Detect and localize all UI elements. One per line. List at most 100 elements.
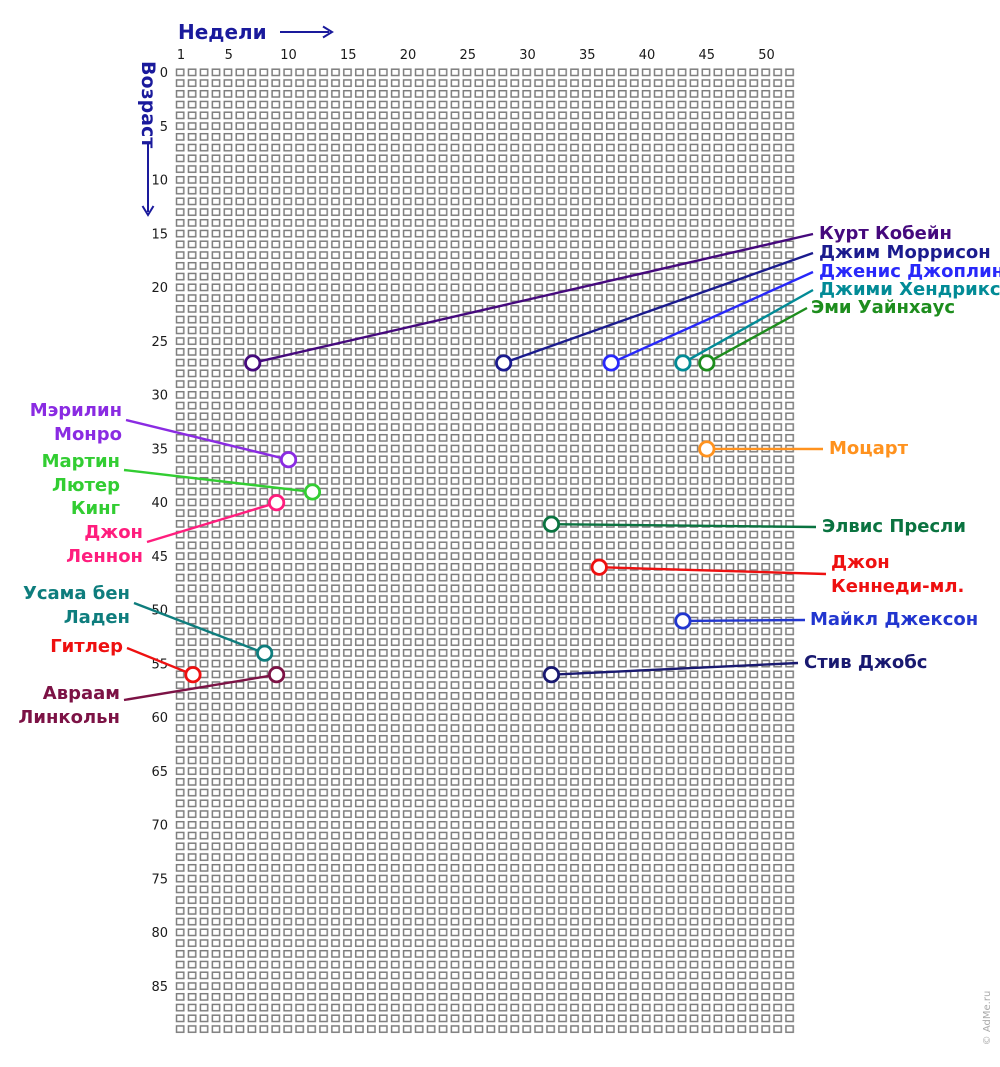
y-tick-20: 20 — [151, 281, 168, 296]
y-tick-45: 45 — [151, 550, 168, 565]
death-marker — [542, 666, 561, 684]
death-marker — [267, 494, 286, 512]
leader-line — [146, 501, 277, 544]
x-tick-1: 1 — [177, 48, 185, 63]
x-tick-40: 40 — [639, 48, 656, 63]
x-tick-15: 15 — [340, 48, 357, 63]
x-tick-25: 25 — [460, 48, 477, 63]
person-label-line: Моцарт — [829, 438, 909, 459]
person-label: Майкл Джексон — [810, 608, 978, 632]
person-label-line: Мэрилин — [29, 400, 122, 421]
x-axis-title: Недели — [178, 20, 337, 44]
person-label: Мэрилин Монро — [30, 399, 122, 446]
leader-line — [551, 523, 817, 529]
watermark: © AdMe.ru — [982, 990, 993, 1046]
leader-line — [706, 306, 808, 365]
person-label-line: Курт Кобейн — [819, 223, 952, 244]
x-axis-title-text: Недели — [178, 20, 267, 44]
leader-lines — [123, 232, 827, 702]
y-tick-35: 35 — [151, 442, 168, 457]
person-label-line: Авраам — [42, 683, 120, 704]
leader-line — [503, 251, 814, 365]
leader-line — [252, 232, 814, 365]
person-label: Моцарт — [829, 437, 908, 461]
person-label: Джон Кеннеди-мл. — [831, 551, 964, 598]
death-marker — [184, 666, 202, 684]
person-label-line: Джон — [84, 522, 143, 543]
y-tick-15: 15 — [151, 227, 168, 242]
person-label: Курт Кобейн — [819, 222, 952, 246]
person-label-line: Джими Хендрикс — [819, 279, 1000, 300]
leader-line — [551, 661, 799, 676]
x-tick-30: 30 — [519, 48, 536, 63]
death-marker — [602, 354, 620, 372]
y-tick-75: 75 — [151, 872, 168, 887]
death-marker — [698, 440, 716, 458]
x-tick-5: 5 — [225, 48, 233, 63]
person-label-line: Кеннеди-мл. — [831, 575, 965, 597]
y-tick-0: 0 — [160, 66, 168, 81]
person-label: Дженис Джоплин — [819, 260, 1000, 284]
y-tick-55: 55 — [151, 657, 168, 672]
leader-line — [126, 646, 194, 676]
leader-line — [682, 288, 814, 364]
x-tick-35: 35 — [579, 48, 596, 63]
death-marker — [542, 515, 561, 533]
y-tick-60: 60 — [151, 711, 168, 726]
down-arrow-icon — [141, 143, 155, 217]
person-label-line: Эми Уайнхаус — [811, 297, 956, 318]
person-label: Мартин Лютер Кинг — [42, 450, 120, 521]
person-label-line: Джон — [831, 552, 890, 573]
death-markers — [184, 354, 716, 684]
leader-line — [682, 618, 806, 623]
person-label-line: Ладен — [63, 606, 130, 628]
person-label-line: Линкольн — [18, 706, 120, 728]
person-label-line: Дженис Джоплин — [819, 261, 1000, 282]
y-tick-5: 5 — [160, 120, 168, 135]
person-label: Эми Уайнхаус — [811, 296, 955, 320]
person-label-line: Монро — [54, 423, 122, 445]
leader-line — [610, 270, 814, 365]
person-label: Джим Моррисон — [819, 241, 991, 265]
person-label-line: Лютер — [52, 474, 120, 496]
y-tick-65: 65 — [151, 765, 168, 780]
x-tick-10: 10 — [280, 48, 297, 63]
person-label-line: Стив Джобс — [804, 652, 928, 673]
person-label: Стив Джобс — [804, 651, 927, 675]
leader-line — [599, 566, 827, 576]
person-label: Джими Хендрикс — [819, 278, 1000, 302]
y-tick-80: 80 — [151, 926, 168, 941]
person-label-line: Элвис Пресли — [822, 516, 966, 537]
x-tick-45: 45 — [699, 48, 716, 63]
death-marker — [303, 483, 322, 501]
y-tick-25: 25 — [151, 335, 168, 350]
person-label-line: Кинг — [70, 498, 120, 519]
death-marker — [256, 644, 274, 662]
leader-line — [133, 601, 266, 655]
person-label-line: Джим Моррисон — [819, 242, 991, 263]
y-tick-40: 40 — [151, 496, 168, 511]
person-label-line: Мартин — [41, 451, 120, 472]
person-label-line: Майкл Джексон — [810, 609, 979, 630]
leader-line — [123, 468, 313, 494]
death-marker — [698, 354, 716, 372]
right-arrow-icon — [279, 25, 334, 39]
person-label: Джон Леннон — [66, 521, 143, 568]
leader-line — [123, 673, 277, 702]
person-label-line: Усама бен — [22, 583, 130, 604]
x-axis-ticks: 1 5 10 15 20 25 30 35 40 45 50 — [177, 48, 775, 63]
death-marker — [674, 354, 692, 372]
y-tick-10: 10 — [151, 174, 168, 189]
death-marker — [590, 558, 608, 576]
death-marker — [244, 354, 262, 372]
y-tick-30: 30 — [151, 389, 168, 404]
person-label: Гитлер — [50, 635, 123, 659]
person-label-line: Гитлер — [50, 636, 123, 657]
x-tick-20: 20 — [400, 48, 417, 63]
death-marker — [279, 451, 298, 469]
person-label: Авраам Линкольн — [18, 682, 120, 729]
death-marker — [674, 612, 692, 630]
